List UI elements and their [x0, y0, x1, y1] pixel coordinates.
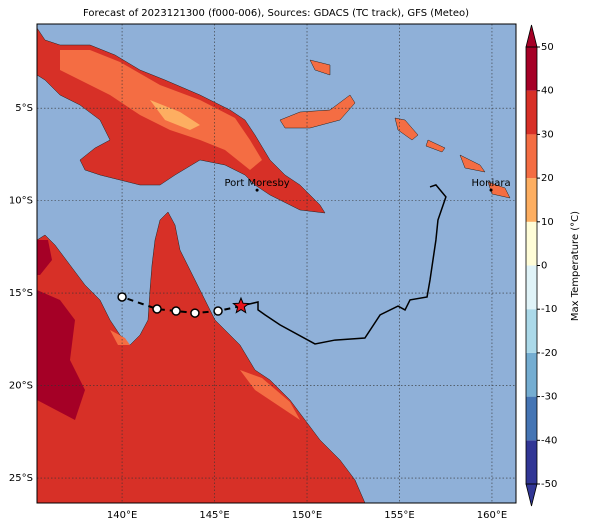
x-tick-label: 145°E [199, 510, 229, 521]
forecast-track [121, 296, 242, 315]
colorbar-tick-label: 10 [541, 217, 554, 228]
x-tick-label: 140°E [107, 510, 137, 521]
colorbar-tick-label: -50 [541, 479, 557, 490]
forecast-point [117, 292, 127, 302]
colorbar-band [526, 134, 537, 179]
colorbar-band [526, 90, 537, 135]
colorbar-band [526, 440, 537, 484]
colorbar-band [526, 47, 537, 91]
colorbar-tick-label: -20 [541, 348, 557, 359]
colorbar-tick-label: -10 [541, 304, 557, 315]
land [37, 27, 511, 503]
gridlines [37, 24, 516, 503]
map-frame [36, 23, 517, 504]
x-tick-label: 160°E [477, 510, 507, 521]
colorbar-tick-label: 50 [541, 42, 554, 53]
colorbar-band [526, 309, 537, 353]
place-dot [489, 188, 493, 192]
colorbar: -50 -40 -30 -20 -10 0 10 20 30 40 50 [525, 24, 557, 507]
forecast-point [213, 306, 223, 316]
colorbar-label: Max Temperature (°C) [570, 211, 581, 321]
y-tick-label: 15°S [9, 288, 33, 299]
forecast-point [171, 306, 181, 316]
colorbar-extend-top [525, 24, 538, 48]
place-dot [255, 188, 259, 192]
colorbar-tick-label: 30 [541, 129, 554, 140]
track-layer: Port Moresby Honiara [117, 178, 511, 345]
colorbar-extend-bottom [525, 483, 538, 507]
forecast-point [152, 304, 162, 314]
colorbar-band [526, 265, 537, 310]
y-tick-label: 25°S [9, 473, 33, 484]
forecast-point [190, 308, 200, 318]
place-label: Port Moresby [224, 178, 289, 189]
place-label: Honiara [471, 178, 510, 189]
colorbar-band [526, 396, 537, 441]
x-tick-label: 150°E [292, 510, 322, 521]
map-title: Forecast of 2023121300 (f000-006), Sourc… [83, 8, 469, 19]
y-tick-label: 20°S [9, 381, 33, 392]
storm-track [240, 184, 447, 345]
y-tick-label: 5°S [15, 103, 33, 114]
y-tick-label: 10°S [9, 196, 33, 207]
colorbar-tick-label: 40 [541, 86, 554, 97]
x-tick-label: 155°E [384, 510, 414, 521]
current-position [232, 296, 250, 314]
colorbar-tick-label: 20 [541, 173, 554, 184]
colorbar-tick-label: 0 [541, 261, 547, 272]
colorbar-band [526, 352, 537, 397]
colorbar-tick-label: -30 [541, 392, 557, 403]
colorbar-tick-label: -40 [541, 435, 557, 446]
colorbar-band [526, 178, 537, 222]
colorbar-band [526, 221, 537, 266]
